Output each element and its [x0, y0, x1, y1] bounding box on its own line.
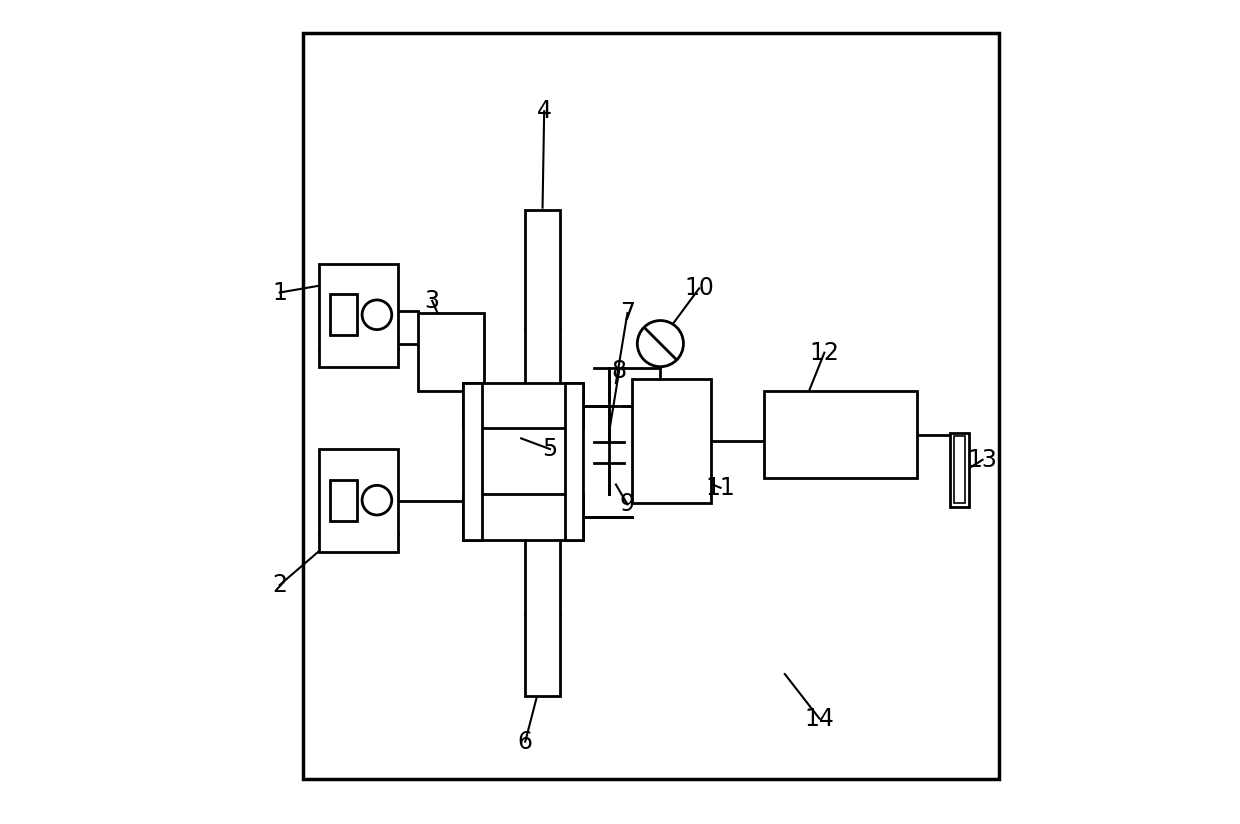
- Bar: [954, 436, 965, 503]
- Bar: [330, 294, 357, 335]
- Text: 14: 14: [805, 706, 835, 731]
- Text: 9: 9: [620, 492, 635, 517]
- Text: 3: 3: [424, 288, 440, 313]
- Bar: [319, 449, 398, 552]
- Text: 8: 8: [611, 358, 626, 383]
- Text: 5: 5: [542, 437, 558, 461]
- Text: 11: 11: [706, 475, 735, 500]
- Bar: [526, 519, 559, 696]
- Text: 13: 13: [967, 447, 997, 472]
- Bar: [632, 379, 711, 503]
- Bar: [526, 210, 559, 420]
- Bar: [764, 391, 916, 478]
- Text: 10: 10: [684, 276, 714, 301]
- Text: 6: 6: [518, 729, 533, 754]
- Bar: [564, 383, 583, 540]
- Bar: [418, 313, 484, 391]
- Bar: [464, 494, 583, 540]
- Text: 1: 1: [273, 280, 288, 305]
- Bar: [950, 433, 968, 507]
- Text: 7: 7: [620, 301, 635, 325]
- Bar: [330, 480, 357, 521]
- Bar: [464, 383, 583, 428]
- Bar: [319, 264, 398, 367]
- Bar: [464, 383, 481, 540]
- Text: 12: 12: [810, 340, 839, 365]
- Text: 2: 2: [273, 573, 288, 597]
- Bar: [303, 33, 999, 779]
- Text: 4: 4: [537, 99, 552, 124]
